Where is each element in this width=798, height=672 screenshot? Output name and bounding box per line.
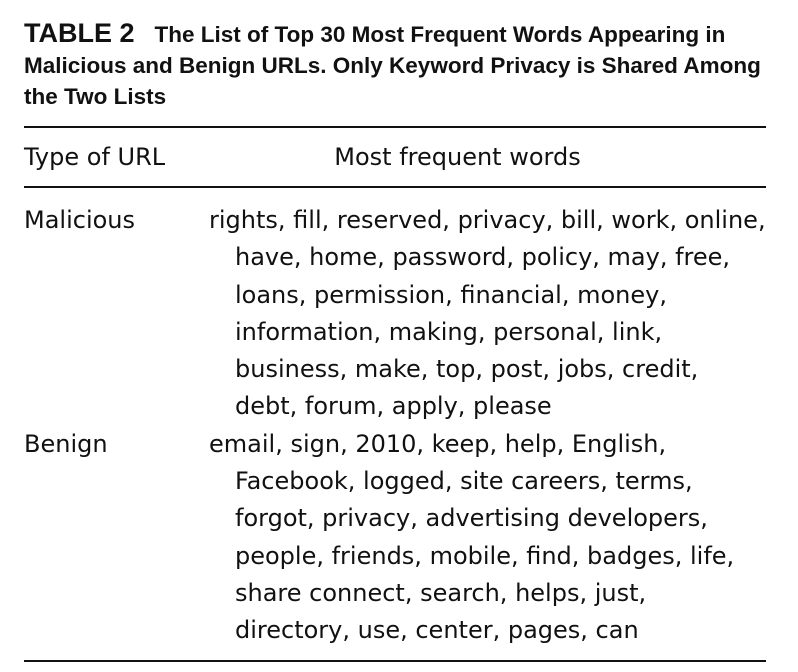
row-words-malicious: rights, fill, reserved, privacy, bill, w… [209, 206, 766, 421]
table-container: TABLE 2 The List of Top 30 Most Frequent … [24, 18, 766, 662]
top-rule [24, 126, 766, 128]
header-type-of-url: Type of URL [24, 143, 166, 171]
table-row-benign: Benign email, sign, 2010, keep, help, En… [24, 426, 766, 650]
header-rule [24, 186, 766, 188]
row-words-benign: email, sign, 2010, keep, help, English, … [209, 429, 735, 645]
table-header-row: Type of URL Most frequent words [24, 128, 766, 186]
table-caption: TABLE 2 The List of Top 30 Most Frequent … [24, 18, 766, 112]
bottom-rule [24, 659, 766, 662]
row-type-malicious: Malicious [24, 206, 136, 234]
table-caption-text: The List of Top 30 Most Frequent Words A… [24, 22, 761, 109]
row-type-benign: Benign [24, 429, 108, 458]
table-row-malicious: Malicious rights, fill, reserved, privac… [24, 202, 766, 426]
header-most-frequent-words: Most frequent words [334, 143, 581, 171]
table-body: Malicious rights, fill, reserved, privac… [24, 188, 766, 660]
table-label: TABLE 2 [24, 18, 135, 48]
